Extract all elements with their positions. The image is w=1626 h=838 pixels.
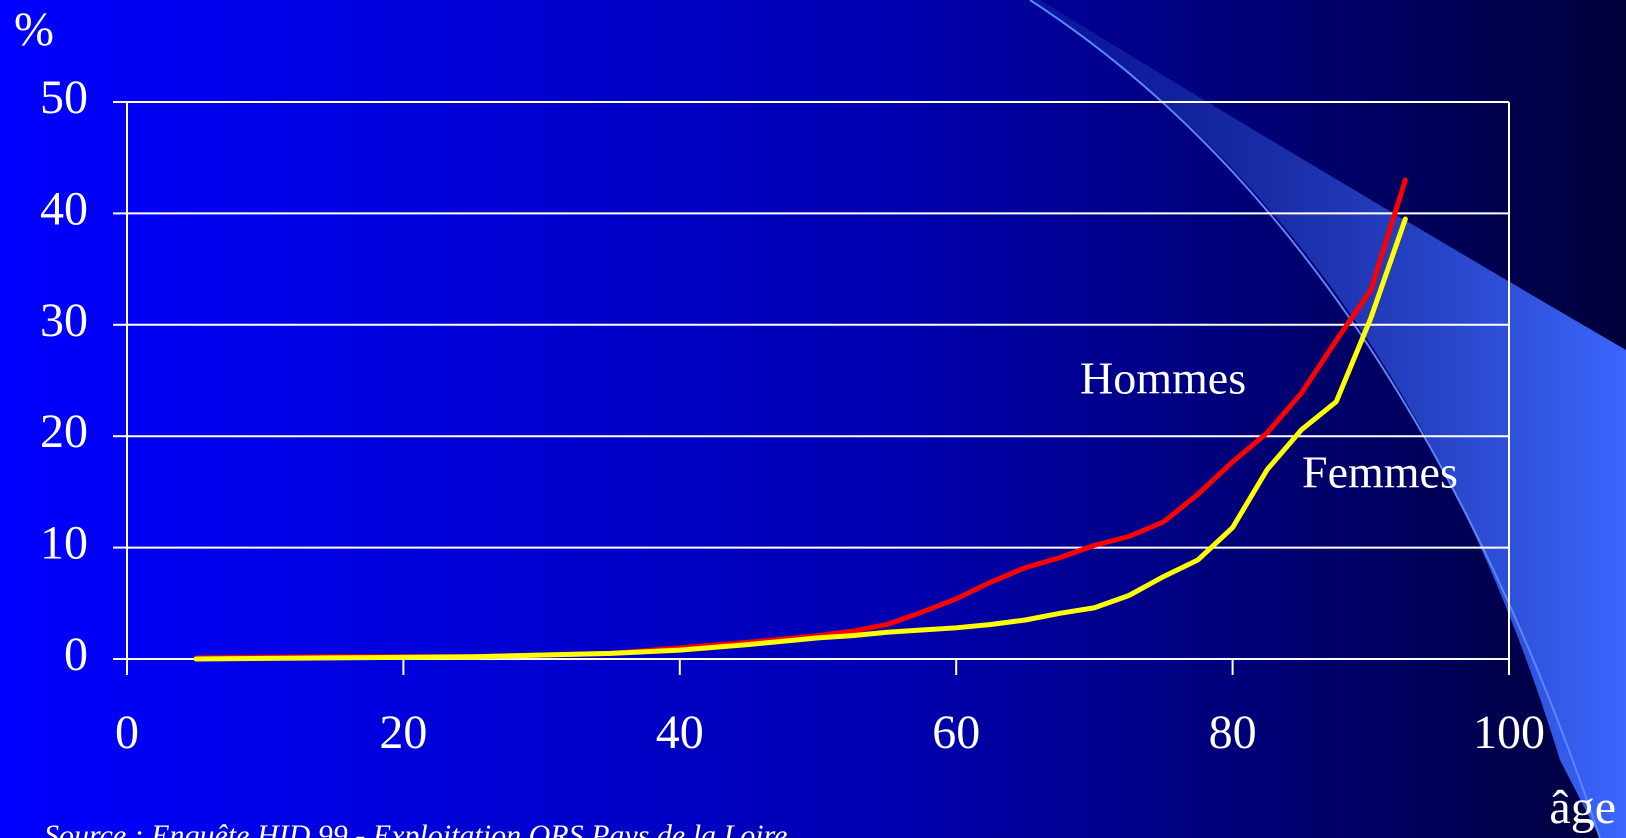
- x-tick-label: 80: [1209, 706, 1257, 759]
- line-series: [193, 216, 1408, 662]
- annotation: Femmes: [1302, 447, 1458, 498]
- y-tick-label: 40: [40, 182, 88, 235]
- x-axis-label: âge: [1549, 781, 1616, 834]
- decor-edge: [1029, 0, 1601, 838]
- annotation: Hommes: [1080, 353, 1246, 404]
- x-tick-label: 60: [932, 706, 980, 759]
- plot: 0 10 20 30 40 50 0 20 40 60 80 100 Hommes Femmes: [40, 71, 1545, 759]
- y-tick-label: 10: [40, 517, 88, 570]
- y-tick-label: 0: [64, 628, 88, 681]
- source: Source : Enquête HID 99 - Exploitation O…: [44, 819, 787, 838]
- x-tick-label: 40: [656, 706, 704, 759]
- decor-swoosh: [1030, 0, 1626, 838]
- y-tick-label: 30: [40, 294, 88, 347]
- y-axis-label: %: [14, 3, 54, 56]
- x-tick-label: 100: [1473, 706, 1545, 759]
- x-tick-label: 20: [379, 706, 427, 759]
- y-tick-label: 50: [40, 71, 88, 124]
- x-tick-label: 0: [115, 706, 139, 759]
- y-tick-label: 20: [40, 405, 88, 458]
